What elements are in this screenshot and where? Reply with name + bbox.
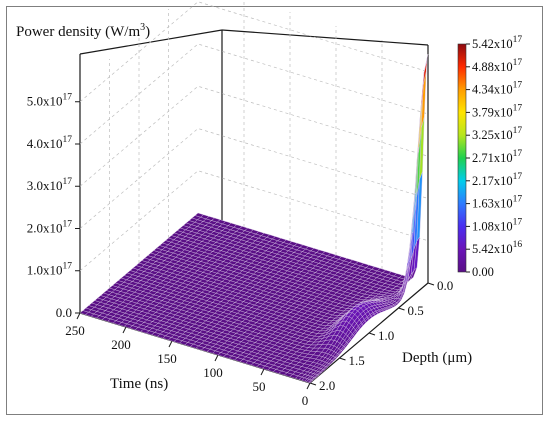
z-tick-label: 5.0x1017 [27,93,73,109]
colorbar-tick-label: 4.34x1017 [472,81,522,97]
time-tick [260,368,265,376]
time-tick [122,326,127,334]
colorbar-tick-label: 2.17x1017 [472,172,522,188]
right-top-edge [221,29,429,46]
colorbar-tick-label: 2.71x1017 [472,149,522,165]
z-grid-line [79,170,429,272]
z-tick-label: 2.0x1017 [27,219,73,235]
power-density-axis-title: Power density (W/m3) [16,22,150,40]
depth-tick-label: 1.0 [378,328,394,343]
axis-walls [79,0,429,384]
z-grid-line [79,128,429,229]
colorbar-tick-label: 1.08x1017 [472,217,522,233]
z-grid-line [79,43,429,145]
z-tick-label: 0.0 [56,305,72,320]
time-tick [214,354,219,362]
colorbar-tick-label: 0.00 [472,265,494,279]
colorbar-tick-label: 5.42x1016 [472,240,522,256]
time-tick [168,340,173,348]
depth-tick-label: 0.5 [408,303,424,318]
colorbar-tick-label: 1.63x1017 [472,195,522,211]
colorbar [457,43,467,273]
power-density-surface [79,53,429,384]
depth-tick [309,382,317,386]
power-density-axis: 0.0 1.0x1017 2.0x1017 3.0x1017 4.0x1017 5.0x1… [27,93,80,320]
depth-tick [398,307,405,311]
z-grid-line [79,85,429,187]
time-axis-title: Time (ns) [110,376,168,392]
surface-cell [423,53,429,73]
depth-tick [368,332,376,336]
depth-tick-label: 1.5 [349,353,365,368]
z-tick-label: 4.0x1017 [27,135,73,151]
z-grid-line [79,1,429,103]
z-tick-label: 3.0x1017 [27,177,73,193]
depth-tick-label: 2.0 [319,378,335,393]
time-tick-label: 0 [302,393,309,408]
time-tick-label: 50 [253,379,266,394]
time-tick-label: 250 [65,323,85,338]
depth-tick [339,357,346,361]
time-axis: 0 50 100 150 200 250 [65,312,311,408]
wall-grid-lines [79,0,429,288]
depth-axis: 0.0 0.5 1.0 1.5 2.0 [309,278,453,393]
time-tick-label: 150 [157,351,177,366]
colorbar-tick-label: 3.25x1017 [472,126,522,142]
colorbar-tick-label: 5.42x1017 [472,35,522,51]
colorbar-tick-label: 3.79x1017 [472,103,522,119]
time-tick [306,382,311,390]
depth-tick [427,282,435,286]
colorbar-labels: 5.42x1017 4.88x1017 4.34x1017 3.79x1017 3.25… [466,35,522,279]
time-tick-label: 200 [111,337,131,352]
depth-axis-title: Depth (μm) [402,350,472,366]
depth-tick-label: 0.0 [437,278,453,293]
time-tick [76,312,81,320]
time-tick-label: 100 [203,365,223,380]
colorbar-tick-label: 4.88x1017 [472,58,522,74]
z-tick-label: 1.0x1017 [27,262,73,278]
